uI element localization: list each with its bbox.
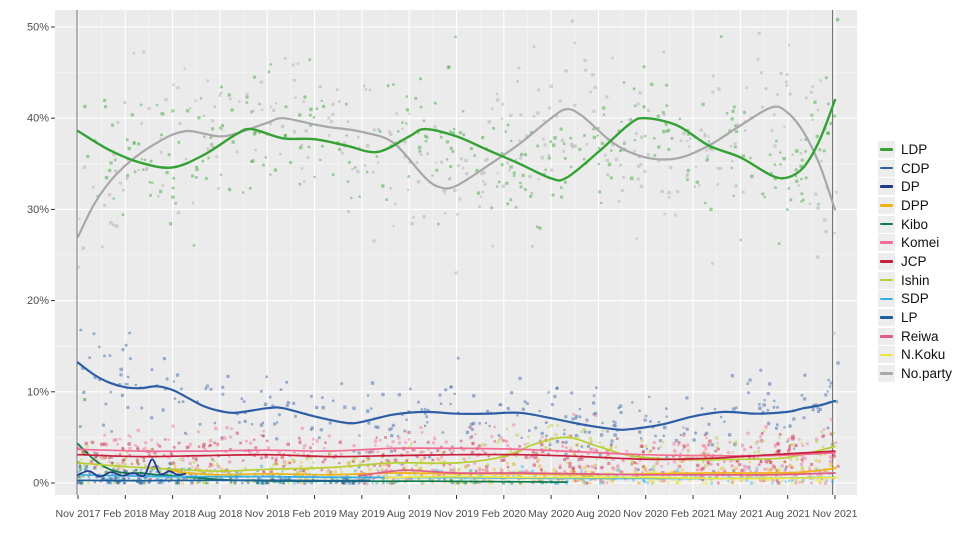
legend-item-komei: Komei (878, 233, 952, 252)
legend-key (878, 252, 895, 270)
legend-item-ishin: Ishin (878, 271, 952, 290)
y-axis (51, 26, 55, 484)
x-tick-label: May 2020 (528, 508, 574, 520)
legend-swatch-line (880, 241, 893, 245)
x-tick-label: Nov 2019 (434, 508, 479, 520)
legend-swatch-line (880, 166, 893, 170)
legend-item-sdp: SDP (878, 290, 952, 309)
x-tick-label: Nov 2021 (813, 508, 858, 520)
legend-key (878, 290, 895, 308)
x-tick-label: May 2021 (717, 508, 763, 520)
legend-swatch-line (880, 297, 893, 301)
x-tick-label: Aug 2020 (576, 508, 621, 520)
x-tick-label: May 2018 (150, 508, 196, 520)
trend-line-no.party (76, 105, 837, 238)
legend-item-ldp: LDP (878, 140, 952, 159)
x-tick-label: Feb 2018 (103, 508, 148, 520)
legend-label: SDP (901, 291, 929, 307)
legend-item-lp: LP (878, 308, 952, 327)
y-tick-label: 20% (27, 295, 49, 307)
x-tick-label: Aug 2021 (765, 508, 810, 520)
legend-key (878, 309, 895, 327)
y-tick-label: 0% (33, 478, 49, 490)
trend-line-cdp (76, 361, 837, 431)
legend-swatch-line (880, 334, 893, 338)
legend-label: N.Koku (901, 347, 946, 363)
x-tick-label: Nov 2020 (623, 508, 668, 520)
legend-swatch-line (880, 316, 893, 319)
legend-key (878, 159, 895, 177)
legend-label: No.party (901, 366, 953, 382)
scatter-series-ldp (83, 17, 840, 247)
legend-swatch-line (880, 148, 893, 151)
trend-line-dp (77, 458, 187, 478)
legend-item-kibo: Kibo (878, 215, 952, 234)
legend-key (878, 271, 895, 289)
legend-swatch-line (880, 260, 893, 263)
legend-key (878, 346, 895, 364)
legend-key (878, 140, 895, 158)
legend-label: Kibo (901, 216, 929, 232)
trend-line-komei (77, 447, 836, 457)
chart-legend: LDP CDP DP DPP Kibo Komei JCP Ishin SDP LP Reiwa N.… (878, 140, 952, 383)
x-tick-label: Feb 2019 (292, 508, 337, 520)
legend-swatch-line (880, 278, 893, 282)
reference-vlines (76, 10, 834, 495)
legend-label: DP (901, 179, 920, 195)
legend-key (878, 234, 895, 252)
trend-line-ldp (76, 98, 837, 182)
x-tick-label: Feb 2020 (482, 508, 527, 520)
legend-swatch-line (880, 185, 893, 189)
legend-label: Reiwa (901, 328, 939, 344)
trend-line-n.koku (384, 475, 836, 480)
legend-label: DPP (901, 197, 929, 213)
legend-label: CDP (901, 160, 930, 176)
y-tick-label: 10% (27, 386, 49, 398)
y-tick-label: 30% (27, 204, 49, 216)
trend-line-jcp (77, 450, 836, 461)
axis-labels: Nov 2017 Feb 2018 May 2018 Aug 2018 Nov 2018… (27, 22, 858, 521)
legend-item-jcp: JCP (878, 252, 952, 271)
legend-swatch-line (880, 372, 893, 375)
legend-label: Ishin (901, 272, 930, 288)
y-tick-label: 40% (27, 113, 49, 125)
legend-key (878, 215, 895, 233)
legend-swatch-line (880, 353, 893, 357)
legend-item-dpp: DPP (878, 196, 952, 215)
legend-key (878, 178, 895, 196)
y-tick-label: 50% (27, 22, 49, 34)
x-tick-label: Feb 2021 (671, 508, 716, 520)
legend-label: JCP (901, 253, 927, 269)
legend-item-reiwa: Reiwa (878, 327, 952, 346)
legend-item-dp: DP (878, 177, 952, 196)
legend-item-noparty: No.party (878, 364, 952, 383)
legend-key (878, 365, 895, 383)
legend-swatch-line (880, 222, 893, 226)
legend-label: Komei (901, 235, 940, 251)
legend-label: LDP (901, 141, 928, 157)
legend-item-cdp: CDP (878, 159, 952, 178)
x-tick-label: Aug 2019 (387, 508, 432, 520)
legend-label: LP (901, 310, 918, 326)
x-axis (77, 495, 836, 499)
trend-lines-layer (76, 98, 837, 483)
trend-line-reiwa (357, 469, 836, 477)
x-tick-label: May 2019 (339, 508, 385, 520)
legend-key (878, 327, 895, 345)
x-tick-label: Nov 2018 (245, 508, 290, 520)
x-tick-label: Aug 2018 (197, 508, 242, 520)
legend-item-nkoku: N.Koku (878, 346, 952, 365)
legend-swatch-line (880, 204, 893, 207)
legend-key (878, 196, 895, 214)
x-tick-label: Nov 2017 (56, 508, 101, 520)
